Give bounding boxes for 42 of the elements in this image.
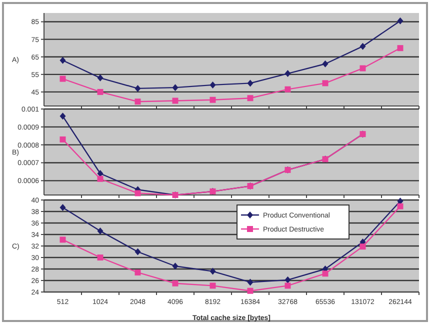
point bbox=[60, 236, 66, 243]
point bbox=[97, 228, 104, 235]
point bbox=[210, 268, 216, 275]
point bbox=[397, 203, 404, 210]
point bbox=[172, 98, 178, 104]
point bbox=[134, 248, 141, 256]
point bbox=[60, 136, 66, 142]
point bbox=[284, 282, 291, 289]
point bbox=[172, 262, 178, 270]
point bbox=[60, 56, 66, 64]
point bbox=[247, 80, 254, 87]
point bbox=[210, 96, 216, 103]
point bbox=[210, 81, 216, 88]
point bbox=[397, 45, 404, 52]
point bbox=[247, 95, 254, 102]
point bbox=[97, 88, 104, 95]
point bbox=[172, 280, 178, 286]
point bbox=[60, 112, 66, 120]
point bbox=[172, 84, 178, 92]
point bbox=[60, 204, 66, 211]
point bbox=[97, 176, 104, 182]
point bbox=[284, 276, 291, 284]
point bbox=[284, 86, 291, 92]
point bbox=[322, 60, 328, 68]
point bbox=[322, 270, 328, 277]
point bbox=[97, 254, 104, 260]
point bbox=[134, 98, 141, 105]
point bbox=[134, 84, 141, 92]
point bbox=[360, 65, 366, 72]
point bbox=[397, 17, 404, 24]
point bbox=[360, 244, 366, 250]
point bbox=[60, 76, 66, 82]
point bbox=[210, 282, 216, 289]
point bbox=[134, 269, 141, 276]
point bbox=[247, 288, 254, 294]
point bbox=[284, 70, 291, 78]
point bbox=[322, 80, 328, 86]
point bbox=[134, 190, 141, 196]
point bbox=[97, 74, 104, 82]
point bbox=[247, 278, 254, 286]
point bbox=[97, 170, 104, 177]
point bbox=[360, 42, 366, 50]
